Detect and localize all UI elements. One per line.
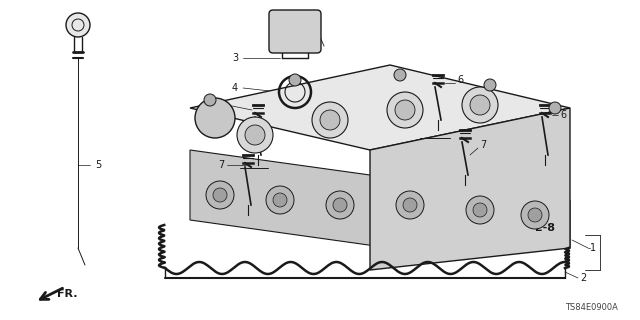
Polygon shape [190,65,570,150]
Circle shape [195,98,235,138]
Text: 6: 6 [457,75,463,85]
Polygon shape [370,108,570,270]
Circle shape [289,74,301,86]
Circle shape [320,110,340,130]
Text: 7: 7 [218,160,224,170]
Circle shape [484,79,496,91]
Text: 3: 3 [232,53,238,63]
Circle shape [466,196,494,224]
Text: 2: 2 [580,273,586,283]
Circle shape [395,100,415,120]
Circle shape [473,203,487,217]
Circle shape [245,125,265,145]
Text: FR.: FR. [57,289,77,299]
Circle shape [326,191,354,219]
Circle shape [403,198,417,212]
Circle shape [394,69,406,81]
Text: TS84E0900A: TS84E0900A [565,303,618,312]
Text: 6: 6 [560,110,566,120]
Circle shape [470,95,490,115]
Circle shape [462,87,498,123]
Circle shape [213,188,227,202]
Circle shape [528,208,542,222]
Circle shape [333,198,347,212]
Text: E-8: E-8 [535,223,555,233]
Circle shape [266,186,294,214]
Text: 5: 5 [95,160,101,170]
Circle shape [206,181,234,209]
FancyBboxPatch shape [269,10,321,53]
Circle shape [66,13,90,37]
Circle shape [521,201,549,229]
Text: 4: 4 [232,83,238,93]
Text: 6: 6 [218,100,224,110]
Text: 7: 7 [480,140,486,150]
Circle shape [396,191,424,219]
Circle shape [387,92,423,128]
Circle shape [237,117,273,153]
Text: 1: 1 [590,243,596,253]
Circle shape [273,193,287,207]
Polygon shape [190,150,570,248]
Circle shape [312,102,348,138]
Circle shape [549,102,561,114]
Circle shape [204,94,216,106]
